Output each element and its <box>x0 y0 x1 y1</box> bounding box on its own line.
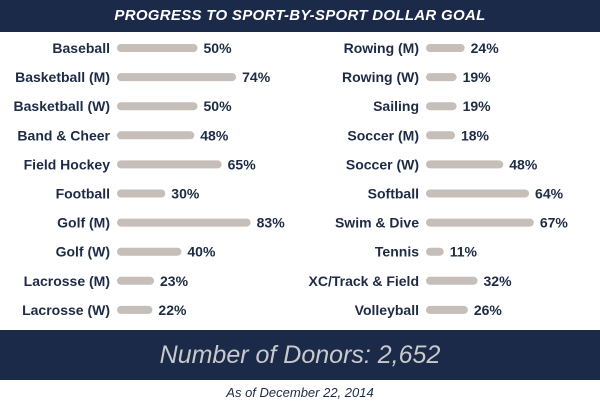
category-label: XC/Track & Field <box>309 273 419 289</box>
bar <box>426 189 530 198</box>
value-label: 48% <box>509 156 538 172</box>
bar <box>426 305 468 314</box>
bar <box>117 160 222 169</box>
category-label: Volleyball <box>355 302 419 318</box>
category-label: Golf (W) <box>56 244 110 260</box>
value-label: 30% <box>171 186 200 202</box>
category-label: Soccer (W) <box>346 156 419 172</box>
value-label: 23% <box>160 273 189 289</box>
category-label: Football <box>56 186 110 202</box>
bar <box>117 276 155 285</box>
category-label: Rowing (W) <box>342 69 419 85</box>
value-label: 19% <box>463 98 492 114</box>
bar <box>117 131 195 140</box>
category-label: Band & Cheer <box>17 127 110 143</box>
value-label: 64% <box>535 186 564 202</box>
value-label: 50% <box>204 40 233 56</box>
bar <box>117 44 198 52</box>
category-label: Swim & Dive <box>335 215 419 231</box>
value-label: 50% <box>204 98 233 114</box>
category-label: Basketball (M) <box>15 69 110 85</box>
category-label: Lacrosse (W) <box>22 302 110 318</box>
category-label: Baseball <box>52 40 110 56</box>
bar <box>426 160 504 169</box>
value-label: 24% <box>471 40 500 56</box>
bar <box>426 276 478 285</box>
category-label: Golf (M) <box>57 215 110 231</box>
chart-title: PROGRESS TO SPORT-BY-SPORT DOLLAR GOAL <box>0 0 600 32</box>
bar <box>117 247 182 256</box>
bar <box>426 102 457 111</box>
bar <box>117 218 251 227</box>
category-label: Lacrosse (M) <box>24 273 110 289</box>
bar <box>117 102 198 111</box>
bar <box>426 44 465 52</box>
category-label: Tennis <box>375 244 419 260</box>
value-label: 18% <box>461 127 490 143</box>
value-label: 83% <box>257 215 286 231</box>
value-label: 26% <box>474 302 503 318</box>
bar <box>426 218 534 227</box>
category-label: Field Hockey <box>24 156 111 172</box>
bar <box>117 73 237 82</box>
category-label: Softball <box>368 186 419 202</box>
bar <box>426 247 444 256</box>
bar <box>426 73 457 82</box>
as-of-date: As of December 22, 2014 <box>226 385 374 400</box>
value-label: 22% <box>158 302 187 318</box>
category-label: Basketball (W) <box>14 98 110 114</box>
value-label: 67% <box>540 215 569 231</box>
value-label: 65% <box>228 156 257 172</box>
value-label: 19% <box>463 69 492 85</box>
value-label: 74% <box>242 69 271 85</box>
category-label: Rowing (M) <box>344 40 419 56</box>
value-label: 32% <box>484 273 513 289</box>
value-label: 11% <box>450 244 478 260</box>
category-label: Soccer (M) <box>347 127 419 143</box>
value-label: 48% <box>200 127 229 143</box>
bar <box>117 189 166 198</box>
donor-count-banner: Number of Donors: 2,652 <box>0 330 600 380</box>
progress-bar-chart: Baseball 50% Basketball (M) 74% Basketball (… <box>14 40 569 318</box>
value-label: 40% <box>187 244 216 260</box>
category-label: Sailing <box>373 98 419 114</box>
bar <box>117 305 153 314</box>
bar <box>426 131 455 140</box>
